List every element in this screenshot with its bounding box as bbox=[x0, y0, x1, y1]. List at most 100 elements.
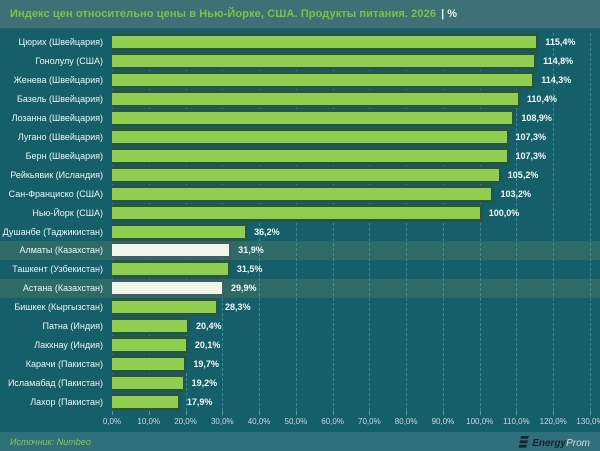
axis-tick bbox=[590, 411, 591, 415]
bar bbox=[112, 52, 538, 71]
chart-header: Индекс цен относительно цены в Нью-Йорке… bbox=[0, 0, 600, 29]
axis-tick bbox=[479, 411, 481, 415]
bar-zone: 107,3% bbox=[112, 127, 590, 147]
bar bbox=[112, 90, 521, 109]
axis-tick bbox=[332, 411, 334, 415]
x-tick-label: 110,0% bbox=[503, 417, 530, 426]
chart-row: Бишкек (Кыргызстан) 28,3% bbox=[0, 298, 600, 317]
axis-tick bbox=[553, 411, 555, 415]
row-label: Астана (Казахстан) bbox=[22, 283, 103, 294]
x-tick-label: 120,0% bbox=[539, 417, 567, 426]
row-label: Исламабад (Пакистан) bbox=[7, 377, 103, 388]
energyprom-icon bbox=[518, 435, 530, 448]
x-tick-label: 130,0% bbox=[576, 417, 600, 426]
bar-value-label: 103,2% bbox=[500, 188, 531, 199]
bar-value-label: 31,5% bbox=[236, 264, 263, 275]
source-label: Источник: Numbeo bbox=[10, 436, 91, 447]
bar bbox=[112, 279, 225, 298]
bar-zone: 115,4% bbox=[112, 33, 590, 52]
row-label: Душанбе (Таджикистан) bbox=[2, 226, 103, 237]
chart-row: Берн (Швейцария) 107,3% bbox=[0, 146, 600, 165]
bar-value-label: 107,3% bbox=[515, 131, 547, 142]
bar-value-label: 36,2% bbox=[254, 226, 280, 237]
chart-title-unit: | % bbox=[441, 8, 457, 20]
axis-tick bbox=[516, 411, 518, 415]
bar bbox=[112, 71, 536, 90]
axis-tick bbox=[185, 411, 187, 415]
bar bbox=[112, 241, 233, 260]
row-label: Лозанна (Швейцария) bbox=[11, 113, 103, 124]
bar-value-label: 28,3% bbox=[225, 302, 251, 313]
bar-value-label: 19,2% bbox=[191, 377, 218, 388]
bar-value-label: 100,0% bbox=[488, 207, 520, 218]
bar-zone: 19,7% bbox=[112, 354, 590, 373]
bar bbox=[112, 222, 249, 241]
bar-zone: 29,9% bbox=[112, 279, 590, 298]
bar-zone: 31,5% bbox=[112, 260, 590, 279]
row-label: Базель (Швейцария) bbox=[16, 94, 103, 105]
chart-row: Душанбе (Таджикистан) 36,2% bbox=[0, 222, 600, 241]
bar-zone: 19,2% bbox=[112, 373, 590, 392]
bar bbox=[112, 373, 186, 392]
row-label: Ташкент (Узбекистан) bbox=[12, 264, 103, 275]
bar-zone: 20,4% bbox=[112, 317, 590, 336]
x-tick-label: 90,0% bbox=[431, 417, 455, 426]
row-label: Лугано (Швейцария) bbox=[17, 131, 103, 142]
chart-row: Гонолулу (США) 114,8% bbox=[0, 52, 600, 71]
bar-zone: 114,3% bbox=[112, 71, 590, 90]
x-tick-label: 30,0% bbox=[210, 417, 234, 426]
bar-zone: 17,9% bbox=[112, 392, 590, 411]
bar-value-label: 105,2% bbox=[507, 169, 539, 180]
bar-value-label: 20,1% bbox=[194, 339, 221, 350]
bar bbox=[112, 127, 510, 146]
bar bbox=[112, 109, 516, 128]
bar-zone: 114,8% bbox=[112, 52, 590, 71]
bar-value-label: 110,4% bbox=[526, 94, 557, 105]
bar-zone: 103,2% bbox=[112, 184, 590, 203]
bar-value-label: 17,9% bbox=[186, 396, 213, 407]
chart-row: Лахор (Пакистан) 17,9% bbox=[0, 392, 600, 411]
bar-zone: 110,4% bbox=[112, 90, 590, 109]
bar-value-label: 29,9% bbox=[230, 283, 257, 294]
axis-tick bbox=[442, 411, 444, 415]
chart-row: Сан-Франциско (США) 103,2% bbox=[0, 184, 600, 203]
bar-value-label: 114,8% bbox=[543, 56, 574, 67]
chart-area: Цюрих (Швейцария) 115,4% Гонолулу (США) … bbox=[0, 29, 600, 432]
x-tick-label: 70,0% bbox=[358, 417, 381, 426]
chart-row: Астана (Казахстан) 29,9% bbox=[0, 278, 600, 298]
bar-value-label: 108,9% bbox=[521, 113, 552, 124]
chart-row: Нью-Йорк (США) 100,0% bbox=[0, 203, 600, 222]
chart-row: Рейкьявик (Исландия) 105,2% bbox=[0, 165, 600, 184]
row-label: Женева (Швейцария) bbox=[13, 75, 103, 86]
x-tick-label: 40,0% bbox=[247, 417, 271, 426]
x-tick-label: 60,0% bbox=[321, 417, 344, 426]
axis-tick bbox=[369, 411, 371, 415]
axis-tick bbox=[112, 411, 113, 415]
bar-zone: 31,9% bbox=[112, 241, 590, 260]
chart-row: Базель (Швейцария) 110,4% bbox=[0, 90, 600, 109]
bar-value-label: 19,7% bbox=[193, 358, 219, 369]
logo-text-bold: Energy bbox=[532, 437, 567, 449]
logo-text-light: Prom bbox=[566, 437, 590, 449]
chart-footer: Источник: Numbeo EnergyProm bbox=[0, 432, 600, 451]
row-label: Патна (Индия) bbox=[42, 321, 103, 332]
row-label: Нью-Йорк (США) bbox=[32, 207, 103, 218]
row-label: Карачи (Пакистан) bbox=[25, 358, 103, 369]
bar-value-label: 115,4% bbox=[545, 37, 576, 48]
x-tick-label: 80,0% bbox=[394, 417, 418, 426]
chart-row: Патна (Индия) 20,4% bbox=[0, 317, 600, 336]
row-label: Цюрих (Швейцария) bbox=[18, 37, 103, 48]
chart-row: Лугано (Швейцария) 107,3% bbox=[0, 127, 600, 147]
x-tick-label: 20,0% bbox=[174, 417, 197, 426]
bar-value-label: 31,9% bbox=[238, 245, 264, 256]
axis-tick bbox=[259, 411, 261, 415]
bar-zone: 100,0% bbox=[112, 203, 590, 222]
bar-zone: 107,3% bbox=[112, 146, 590, 165]
chart-row: Ташкент (Узбекистан) 31,5% bbox=[0, 260, 600, 279]
chart-title: Индекс цен относительно цены в Нью-Йорке… bbox=[10, 8, 437, 20]
chart-rows: Цюрих (Швейцария) 115,4% Гонолулу (США) … bbox=[0, 33, 600, 411]
bar bbox=[112, 298, 220, 317]
axis-tick bbox=[295, 411, 297, 415]
bar bbox=[112, 354, 188, 373]
